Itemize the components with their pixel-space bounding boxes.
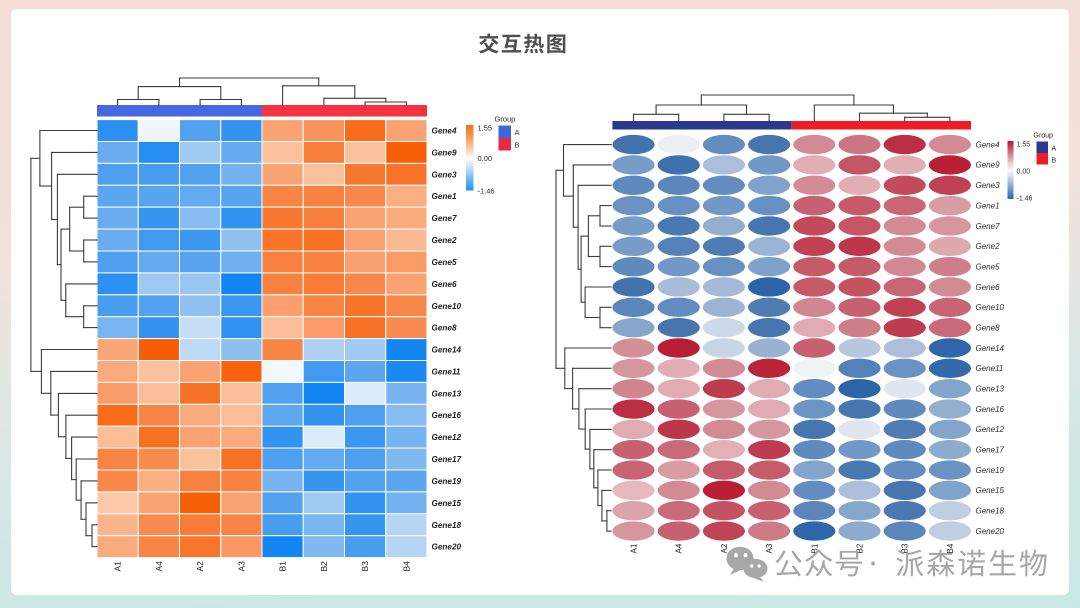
- svg-text:B1: B1: [278, 561, 288, 572]
- svg-text:Gene2: Gene2: [432, 236, 457, 245]
- svg-text:Gene14: Gene14: [432, 346, 462, 355]
- svg-text:Gene6: Gene6: [976, 283, 1001, 292]
- svg-text:A: A: [515, 128, 520, 137]
- svg-text:B: B: [515, 141, 520, 150]
- svg-text:-1.46: -1.46: [1017, 196, 1033, 203]
- svg-text:Gene13: Gene13: [976, 385, 1005, 394]
- svg-text:B4: B4: [401, 561, 411, 572]
- svg-text:A2: A2: [720, 543, 729, 553]
- svg-text:Gene5: Gene5: [432, 258, 457, 267]
- svg-text:Gene2: Gene2: [976, 242, 1001, 251]
- svg-text:Gene10: Gene10: [432, 302, 462, 311]
- svg-text:1.55: 1.55: [478, 124, 493, 133]
- svg-text:B: B: [1052, 158, 1057, 165]
- svg-text:A4: A4: [154, 561, 164, 572]
- svg-text:B2: B2: [319, 561, 329, 572]
- svg-text:Gene15: Gene15: [976, 486, 1005, 495]
- svg-text:B1: B1: [810, 543, 819, 553]
- svg-text:Gene16: Gene16: [432, 411, 462, 420]
- svg-text:B3: B3: [360, 561, 370, 572]
- svg-text:A: A: [1052, 146, 1057, 153]
- svg-text:Group: Group: [495, 115, 516, 124]
- svg-text:Gene17: Gene17: [976, 446, 1005, 455]
- svg-text:A2: A2: [195, 561, 205, 572]
- svg-text:Gene20: Gene20: [432, 543, 462, 552]
- svg-text:Gene9: Gene9: [432, 148, 457, 157]
- svg-text:Gene17: Gene17: [432, 455, 462, 464]
- svg-text:Gene18: Gene18: [976, 507, 1005, 516]
- svg-text:Gene14: Gene14: [976, 344, 1005, 353]
- svg-text:A3: A3: [236, 561, 246, 572]
- svg-text:Gene4: Gene4: [432, 127, 457, 136]
- svg-text:B2: B2: [856, 543, 865, 553]
- svg-text:0.00: 0.00: [1017, 169, 1031, 176]
- svg-text:Gene1: Gene1: [432, 192, 457, 201]
- svg-text:Gene3: Gene3: [432, 170, 457, 179]
- svg-text:B4: B4: [946, 543, 955, 553]
- svg-text:A4: A4: [675, 543, 684, 553]
- svg-text:Gene11: Gene11: [432, 367, 461, 376]
- svg-text:Gene8: Gene8: [432, 324, 457, 333]
- svg-text:Gene8: Gene8: [976, 324, 1001, 333]
- svg-text:0.00: 0.00: [478, 154, 493, 163]
- svg-text:Gene19: Gene19: [976, 466, 1005, 475]
- svg-text:A1: A1: [113, 561, 123, 572]
- svg-text:Gene19: Gene19: [432, 477, 462, 486]
- svg-text:Gene9: Gene9: [976, 161, 1001, 170]
- svg-text:Gene16: Gene16: [976, 405, 1005, 414]
- svg-text:-1.46: -1.46: [478, 187, 495, 196]
- svg-text:Gene12: Gene12: [432, 433, 462, 442]
- svg-text:Gene6: Gene6: [432, 280, 457, 289]
- svg-text:Gene18: Gene18: [432, 521, 462, 530]
- svg-text:Gene1: Gene1: [976, 201, 1000, 210]
- svg-text:A1: A1: [630, 543, 639, 553]
- svg-text:Gene4: Gene4: [976, 140, 1001, 149]
- svg-text:Gene13: Gene13: [432, 389, 462, 398]
- svg-text:Gene12: Gene12: [976, 425, 1005, 434]
- svg-text:Group: Group: [1034, 133, 1054, 140]
- svg-text:B3: B3: [901, 543, 910, 553]
- svg-text:Gene7: Gene7: [432, 214, 457, 223]
- svg-text:Gene7: Gene7: [976, 222, 1001, 231]
- svg-text:Gene5: Gene5: [976, 262, 1001, 271]
- svg-text:Gene15: Gene15: [432, 499, 462, 508]
- svg-text:Gene11: Gene11: [976, 364, 1004, 373]
- svg-text:Gene20: Gene20: [976, 527, 1005, 536]
- svg-text:Gene10: Gene10: [976, 303, 1005, 312]
- svg-text:A3: A3: [765, 543, 774, 553]
- svg-text:1.55: 1.55: [1017, 142, 1031, 149]
- svg-text:Gene3: Gene3: [976, 181, 1001, 190]
